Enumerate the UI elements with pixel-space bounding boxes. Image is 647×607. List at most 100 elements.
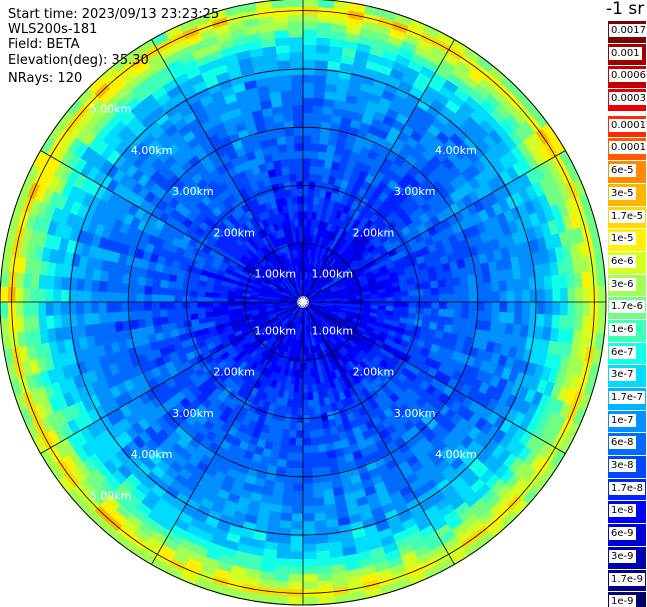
range-gate-cell	[498, 311, 508, 324]
range-gate-cell	[219, 301, 228, 307]
range-gate-cell	[559, 287, 569, 303]
range-gate-cell	[309, 422, 317, 431]
range-gate-cell	[295, 157, 304, 167]
range-gate-cell	[295, 430, 304, 439]
range-gate-cell	[158, 308, 168, 318]
range-gate-cell	[314, 527, 328, 537]
range-gate-cell	[317, 443, 328, 454]
range-gate-cell	[431, 301, 440, 310]
range-gate-cell	[302, 377, 308, 386]
field-label: Field: BETA	[8, 37, 80, 52]
colorbar-level-label: 3e-7	[609, 368, 636, 382]
range-gate-cell	[219, 297, 228, 303]
range-gate-cell	[445, 309, 455, 319]
range-gate-cell	[302, 498, 315, 507]
range-gate-cell	[30, 273, 40, 289]
range-gate-cell	[287, 581, 304, 591]
range-gate-cell	[286, 150, 296, 160]
range-gate-cell	[310, 444, 320, 454]
range-gate-cell	[143, 285, 153, 295]
colorbar-level-label: 0.0017	[609, 24, 647, 37]
range-gate-cell	[129, 274, 139, 285]
range-gate-cell	[90, 279, 100, 292]
nrays-label: NRays: 120	[8, 71, 83, 86]
range-gate-cell	[289, 543, 304, 553]
range-gate-cell	[302, 415, 310, 424]
colorbar-level: 0.0017	[608, 21, 647, 44]
range-gate-cell	[491, 291, 501, 303]
range-gate-cell	[314, 59, 329, 69]
colorbar-level: 0.001	[608, 43, 646, 67]
range-gate-cell	[278, 67, 292, 77]
range-gate-cell	[45, 301, 54, 316]
range-gate-cell	[307, 392, 314, 401]
range-gate-cell	[491, 311, 501, 323]
range-gate-cell	[302, 210, 309, 220]
range-gate-cell	[151, 309, 161, 319]
range-gate-cell	[302, 513, 315, 522]
colorbar-level: 1.7e-7	[608, 388, 646, 411]
range-gate-cell	[298, 218, 304, 227]
range-gate-cell	[302, 400, 309, 409]
colorbar-level-label: 0.00017	[609, 118, 647, 132]
range-gate-cell	[143, 309, 153, 319]
range-gate-cell	[158, 286, 168, 296]
range-gate-cell	[285, 135, 295, 145]
range-gate-cell	[280, 89, 293, 99]
range-gate-cell	[355, 298, 364, 303]
range-gate-cell	[274, 29, 290, 39]
range-gate-cell	[302, 36, 318, 46]
range-gate-cell	[302, 384, 309, 394]
range-gate-cell	[219, 305, 228, 312]
range-gate-cell	[275, 466, 286, 476]
radar-center-marker	[297, 296, 309, 308]
range-gate-cell	[278, 150, 289, 161]
colorbar-level-label: 6e-9	[609, 527, 636, 541]
range-gate-cell	[393, 291, 402, 298]
range-gate-cell	[75, 313, 85, 327]
range-gate-cell	[317, 14, 334, 24]
colorbar-level-label: 1.7e-8	[609, 481, 646, 495]
range-gate-cell	[491, 301, 501, 313]
range-gate-cell	[558, 273, 569, 289]
colorbar-level: 1e-8	[608, 501, 646, 525]
range-gate-cell	[302, 528, 316, 538]
range-gate-cell	[288, 558, 304, 568]
range-gate-cell	[296, 180, 304, 189]
range-gate-cell	[289, 173, 297, 182]
range-gate-cell	[90, 312, 100, 325]
range-gate-cell	[314, 413, 323, 423]
range-gate-cell	[302, 127, 313, 136]
range-gate-cell	[302, 392, 309, 401]
range-gate-cell	[60, 288, 69, 303]
range-gate-cell	[597, 301, 607, 319]
range-gate-cell	[287, 157, 297, 167]
range-gate-cell	[287, 13, 304, 23]
range-gate-cell	[302, 490, 314, 500]
range-gate-cell	[90, 290, 100, 303]
range-gate-cell	[302, 59, 317, 68]
range-gate-cell	[278, 520, 292, 530]
range-gate-cell	[348, 298, 357, 303]
range-gate-cell	[445, 285, 455, 295]
range-gate-cell	[422, 281, 432, 290]
range-gate-cell	[158, 294, 168, 303]
range-gate-cell	[483, 311, 493, 323]
range-gate-cell	[290, 66, 304, 76]
range-gate-cell	[291, 498, 304, 507]
range-gate-cell	[302, 104, 314, 114]
range-gate-cell	[315, 52, 330, 62]
range-gate-cell	[22, 272, 33, 289]
range-gate-cell	[14, 286, 24, 303]
range-gate-cell	[285, 459, 295, 469]
range-gate-cell	[290, 180, 298, 190]
range-gate-cell	[292, 483, 304, 492]
range-gate-cell	[467, 274, 477, 285]
range-gate-cell	[53, 314, 63, 329]
range-gate-cell	[151, 301, 160, 311]
range-gate-cell	[296, 188, 304, 197]
range-gate-cell	[75, 289, 84, 303]
range-gate-cell	[249, 301, 258, 306]
range-gate-cell	[401, 296, 410, 303]
range-gate-cell	[166, 301, 175, 310]
